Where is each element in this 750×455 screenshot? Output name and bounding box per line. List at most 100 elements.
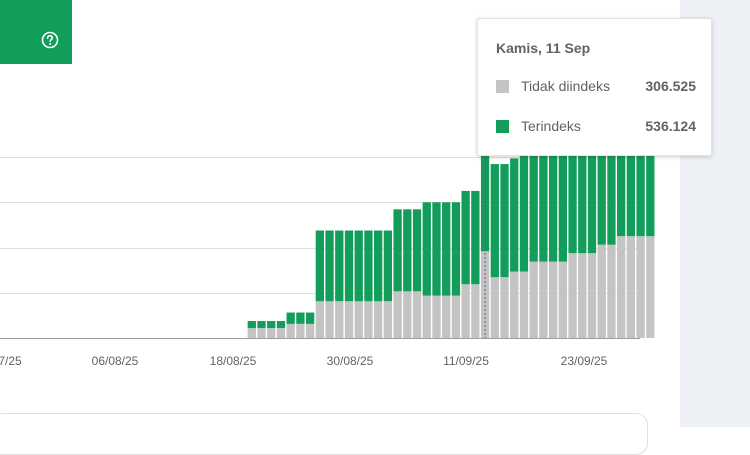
bar-not-indexed[interactable] <box>403 291 412 338</box>
bar-indexed[interactable] <box>335 230 344 302</box>
indexed-summary-card[interactable] <box>0 0 72 64</box>
bar-indexed[interactable] <box>451 202 461 296</box>
bar-not-indexed[interactable] <box>471 284 480 338</box>
bar-indexed[interactable] <box>267 321 276 329</box>
not-indexed-swatch <box>496 80 509 93</box>
bar-indexed[interactable] <box>412 209 422 292</box>
bar-indexed[interactable] <box>276 321 286 329</box>
bar-indexed[interactable] <box>432 202 441 296</box>
bar-indexed[interactable] <box>519 149 529 272</box>
bar-not-indexed[interactable] <box>432 295 441 338</box>
bar-indexed[interactable] <box>617 100 626 237</box>
bar-indexed[interactable] <box>403 209 412 292</box>
bar-not-indexed[interactable] <box>587 253 597 338</box>
bar-not-indexed[interactable] <box>315 301 324 338</box>
bar-indexed[interactable] <box>480 99 490 252</box>
bar-not-indexed[interactable] <box>354 301 363 338</box>
bar-indexed[interactable] <box>296 312 305 324</box>
bar-not-indexed[interactable] <box>305 323 315 338</box>
bar-not-indexed[interactable] <box>519 271 529 338</box>
bar-not-indexed[interactable] <box>383 301 393 338</box>
bar-not-indexed[interactable] <box>607 244 616 338</box>
bar-indexed[interactable] <box>636 100 645 237</box>
tooltip-value: 536.124 <box>645 118 696 134</box>
bar-indexed[interactable] <box>315 230 324 302</box>
bar-indexed[interactable] <box>607 108 616 245</box>
x-tick-label: 30/08/25 <box>327 354 374 368</box>
bar-indexed[interactable] <box>286 312 295 324</box>
bar-not-indexed[interactable] <box>646 236 655 338</box>
bar-not-indexed[interactable] <box>267 328 276 338</box>
tooltip-row-indexed: Terindeks 536.124 <box>496 117 696 137</box>
bar-indexed[interactable] <box>568 125 577 254</box>
bar-indexed[interactable] <box>471 190 480 285</box>
bar-not-indexed[interactable] <box>539 261 548 338</box>
bar-not-indexed[interactable] <box>578 253 587 338</box>
bar-indexed[interactable] <box>422 202 431 296</box>
bar-indexed[interactable] <box>558 134 567 262</box>
bar-indexed[interactable] <box>247 321 256 329</box>
bar-indexed[interactable] <box>442 202 451 296</box>
x-tick-label: 23/09/25 <box>561 354 608 368</box>
bar-not-indexed[interactable] <box>335 301 344 338</box>
bar-not-indexed[interactable] <box>344 301 354 338</box>
bar-indexed[interactable] <box>374 230 383 302</box>
bar-indexed[interactable] <box>646 100 655 237</box>
bar-indexed[interactable] <box>510 158 519 272</box>
chart-tooltip: Kamis, 11 Sep Tidak diindeks 306.525 Ter… <box>477 18 712 156</box>
bar-not-indexed[interactable] <box>364 301 373 338</box>
bar-not-indexed[interactable] <box>490 277 499 338</box>
tooltip-value: 306.525 <box>645 78 696 94</box>
bar-not-indexed[interactable] <box>529 261 538 338</box>
bar-indexed[interactable] <box>626 100 636 237</box>
bar-indexed[interactable] <box>490 164 499 278</box>
bar-not-indexed[interactable] <box>500 277 509 338</box>
bar-not-indexed[interactable] <box>510 271 519 338</box>
bar-indexed[interactable] <box>529 140 538 262</box>
bar-not-indexed[interactable] <box>442 295 451 338</box>
bar-not-indexed[interactable] <box>276 328 286 338</box>
bar-not-indexed[interactable] <box>451 295 461 338</box>
bar-not-indexed[interactable] <box>626 236 636 338</box>
bar-indexed[interactable] <box>257 321 266 329</box>
bar-not-indexed[interactable] <box>412 291 422 338</box>
bar-not-indexed[interactable] <box>325 301 334 338</box>
bar-not-indexed[interactable] <box>461 284 470 338</box>
tooltip-date: Kamis, 11 Sep <box>496 40 591 56</box>
indexing-bar-chart: 7/25 06/08/25 18/08/25 30/08/25 11/09/25 23/0… <box>0 99 655 368</box>
bar-indexed[interactable] <box>325 230 334 302</box>
bar-indexed[interactable] <box>364 230 373 302</box>
bar-indexed[interactable] <box>597 108 606 245</box>
bar-indexed[interactable] <box>383 230 393 302</box>
bar-indexed[interactable] <box>578 125 587 254</box>
bar-indexed[interactable] <box>548 137 558 262</box>
bar-indexed[interactable] <box>354 230 363 302</box>
bar-not-indexed[interactable] <box>558 261 567 338</box>
bar-not-indexed[interactable] <box>636 236 645 338</box>
bar-not-indexed[interactable] <box>374 301 383 338</box>
bar-indexed[interactable] <box>393 209 402 292</box>
bar-indexed[interactable] <box>344 230 354 302</box>
x-tick-label: 11/09/25 <box>443 354 489 368</box>
chart-bars <box>247 99 655 338</box>
bar-indexed[interactable] <box>587 125 597 254</box>
bar-indexed[interactable] <box>500 164 509 278</box>
bar-not-indexed[interactable] <box>422 295 431 338</box>
x-tick-label: 18/08/25 <box>210 354 257 368</box>
bar-indexed[interactable] <box>305 312 315 324</box>
x-tick-label: 7/25 <box>0 354 22 368</box>
next-section-card <box>0 413 648 455</box>
bar-not-indexed[interactable] <box>393 291 402 338</box>
bar-not-indexed[interactable] <box>568 253 577 338</box>
bar-not-indexed[interactable] <box>548 261 558 338</box>
bar-not-indexed[interactable] <box>257 328 266 338</box>
bar-not-indexed[interactable] <box>597 244 606 338</box>
bar-not-indexed[interactable] <box>286 323 295 338</box>
bar-indexed[interactable] <box>539 137 548 262</box>
bar-not-indexed[interactable] <box>247 328 256 338</box>
bar-not-indexed[interactable] <box>617 236 626 338</box>
help-circle-icon[interactable] <box>40 30 60 50</box>
bar-not-indexed[interactable] <box>296 323 305 338</box>
tooltip-label: Tidak diindeks <box>521 78 610 94</box>
bar-indexed[interactable] <box>461 190 470 285</box>
